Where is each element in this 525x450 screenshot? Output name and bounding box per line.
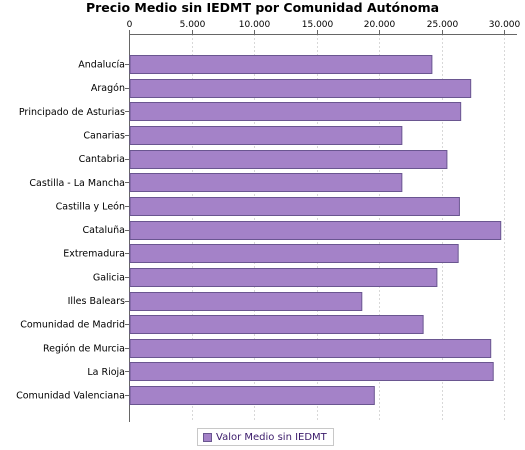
category-label: Galicia	[93, 272, 125, 283]
bar	[129, 362, 494, 381]
category-label: Cantabria	[79, 154, 125, 165]
bar	[129, 150, 448, 169]
bar	[129, 173, 403, 192]
bar	[129, 126, 403, 145]
category-label: Castilla y León	[56, 201, 125, 212]
bar	[129, 386, 375, 405]
bars	[129, 55, 502, 405]
category-label: Castilla - La Mancha	[29, 178, 125, 189]
category-label: Principado de Asturias	[19, 107, 125, 118]
category-label: Comunidad Valenciana	[16, 391, 125, 402]
x-tick-label: 20.000	[364, 20, 396, 30]
gridlines	[192, 34, 505, 422]
legend-swatch	[203, 432, 212, 442]
category-label: Aragón	[91, 83, 125, 94]
legend: Valor Medio sin IEDMT	[197, 428, 334, 446]
category-label: Illes Balears	[68, 296, 125, 307]
x-tick-label: 0	[127, 20, 133, 30]
legend-label: Valor Medio sin IEDMT	[216, 431, 327, 443]
category-label: Región de Murcia	[43, 343, 125, 354]
x-tick-label: 15.000	[302, 20, 334, 30]
chart-title: Precio Medio sin IEDMT por Comunidad Aut…	[85, 0, 440, 15]
bar	[129, 244, 459, 263]
bar	[129, 268, 438, 287]
category-label: Comunidad de Madrid	[20, 320, 125, 331]
category-label: Extremadura	[63, 249, 125, 260]
x-tick-labels: 0 5.000 10.000 15.000 20.000 25.000 30.000	[127, 20, 521, 30]
bar	[129, 339, 492, 358]
category-label: Andalucía	[78, 60, 125, 71]
bar	[129, 292, 363, 311]
bar	[129, 315, 424, 334]
bar	[129, 102, 462, 121]
category-label: Canarias	[83, 130, 125, 141]
bar	[129, 55, 433, 74]
x-tick-label: 5.000	[180, 20, 206, 30]
bar	[129, 79, 472, 98]
category-label: Cataluña	[82, 225, 125, 236]
bar	[129, 221, 502, 240]
x-tick-label: 10.000	[239, 20, 271, 30]
x-tick-label: 25.000	[427, 20, 459, 30]
category-label: La Rioja	[87, 367, 125, 378]
x-tick-label: 30.000	[489, 20, 521, 30]
category-labels: Andalucía Aragón Principado de Asturias Can…	[16, 60, 125, 402]
bar	[129, 197, 460, 216]
